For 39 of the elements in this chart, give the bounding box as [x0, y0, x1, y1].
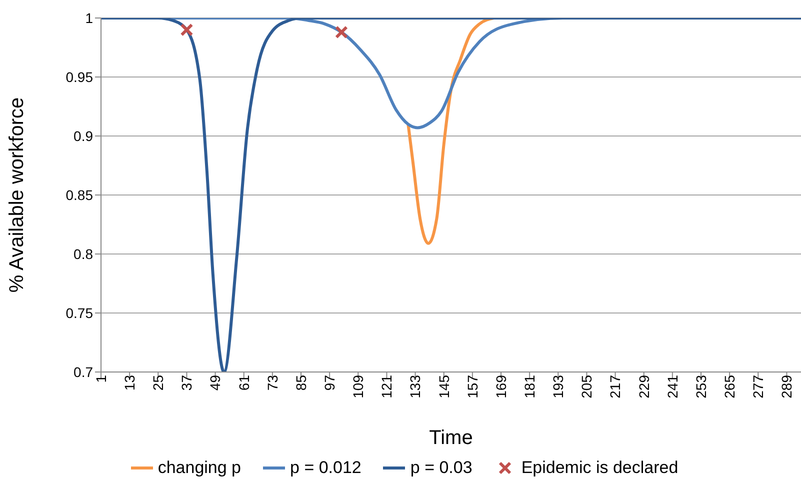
- x-tick-label: 97: [322, 374, 338, 391]
- x-tick-label: 169: [492, 374, 509, 398]
- x-tick-label: 61: [236, 374, 252, 391]
- line-series: [406, 18, 496, 245]
- x-tick-label: 1: [92, 374, 109, 383]
- x-tick-label: 253: [692, 374, 709, 398]
- x-tick-label: 289: [778, 374, 795, 398]
- x-tick-label: 121: [378, 374, 395, 398]
- x-tick-label: 157: [464, 374, 480, 398]
- x-tick-label: 13: [122, 374, 138, 391]
- x-tick-label: 133: [407, 374, 424, 398]
- x-tick-label: 193: [550, 374, 566, 398]
- x-tick-label: 205: [578, 374, 595, 398]
- x-tick-label: 277: [750, 374, 766, 398]
- x-tick-label: 49: [207, 374, 224, 391]
- x-tick-label: 229: [636, 374, 652, 398]
- y-tick-label: 0.7: [74, 364, 94, 380]
- legend-label: p = 0.03: [409, 458, 472, 478]
- y-tick-label: 0.95: [66, 68, 94, 85]
- x-tick-label: 241: [664, 374, 680, 398]
- x-tick-label: 265: [722, 374, 738, 398]
- x-tick-label: 109: [350, 374, 366, 398]
- y-tick-label: 1: [85, 10, 94, 26]
- legend-label: p = 0.012: [289, 458, 362, 478]
- y-tick-label: 0.85: [66, 186, 94, 203]
- x-tick-label: 145: [436, 374, 452, 398]
- y-tick-label: 0.8: [74, 246, 94, 262]
- x-tick-label: 25: [150, 374, 166, 391]
- y-axis-title: % Available workforce: [6, 97, 28, 293]
- x-tick-label: 37: [178, 374, 195, 391]
- y-tick-label: 0.75: [66, 304, 94, 321]
- y-tick-label: 0.9: [74, 128, 94, 144]
- x-tick-label: 217: [607, 374, 624, 398]
- x-tick-label: 181: [522, 374, 538, 398]
- legend-label: changing p: [156, 458, 242, 478]
- legend-label: Epidemic is declared: [520, 458, 678, 478]
- x-tick-label: 85: [292, 374, 309, 391]
- x-axis-title: Time: [429, 427, 473, 449]
- x-tick-label: 73: [264, 374, 280, 391]
